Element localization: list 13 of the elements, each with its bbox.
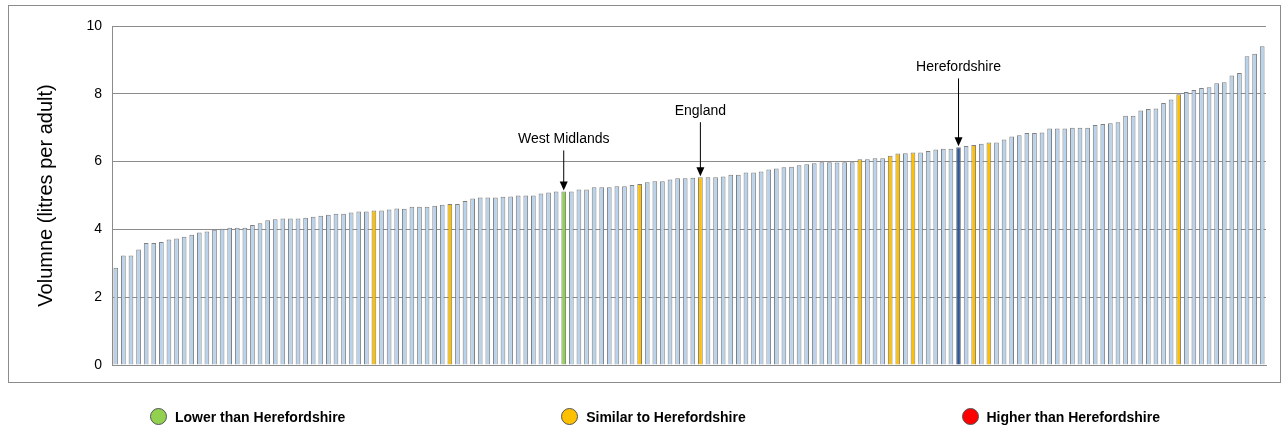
y-tick-label: 10	[86, 16, 103, 33]
legend-label: Similar to Herefordshire	[586, 408, 746, 425]
y-tick-label: 2	[94, 288, 103, 305]
legend-label: Higher than Herefordshire	[986, 408, 1160, 425]
y-tick-label: 4	[94, 220, 103, 237]
annotation: Herefordshire	[916, 58, 1002, 75]
y-tick-label: 8	[94, 84, 103, 101]
y-tick-label: 0	[94, 355, 103, 372]
annotation: England	[674, 102, 727, 119]
y-tick-label: 6	[94, 152, 103, 169]
legend-label: Lower than Herefordshire	[175, 408, 346, 425]
y-axis-title: Volumne (litres per adult)	[33, 84, 56, 307]
annotation: West Midlands	[517, 130, 610, 147]
